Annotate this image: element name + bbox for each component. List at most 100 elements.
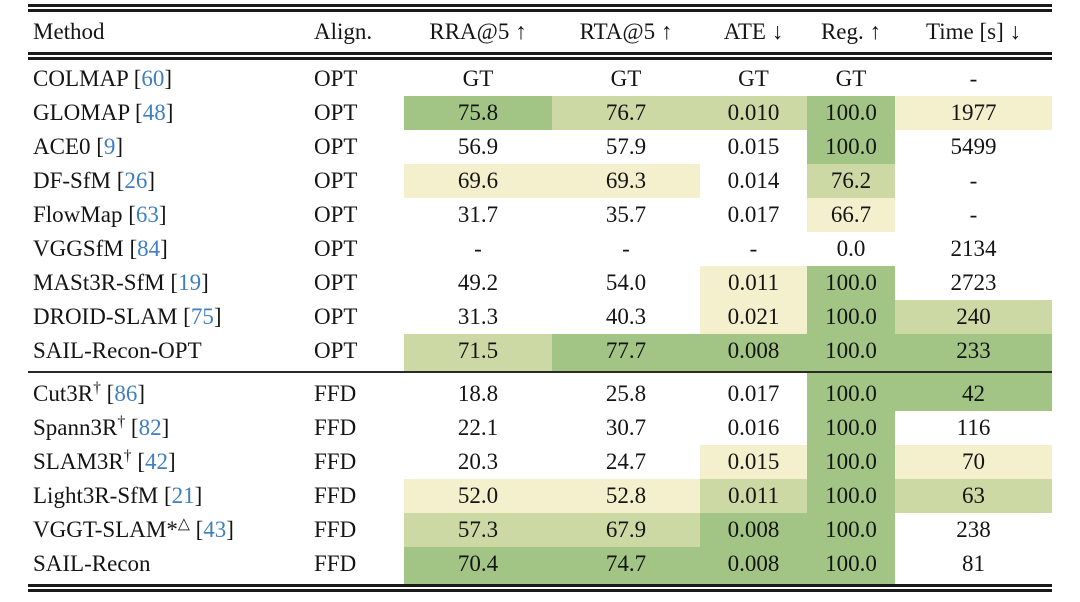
table-row: Cut3R† [86] FFD 18.8 25.8 0.017 100.0 42 <box>28 373 1052 411</box>
citation-link[interactable]: 26 <box>124 168 148 193</box>
citation-link[interactable]: 60 <box>141 66 165 91</box>
method-cell: VGGSfM [84] <box>33 236 168 261</box>
method-cell: SAIL-Recon-OPT <box>28 334 300 373</box>
align-cell: OPT <box>314 66 358 91</box>
value-cell-reg: 100.0 <box>807 411 895 445</box>
citation-link[interactable]: 86 <box>114 381 138 406</box>
align-cell: OPT <box>314 304 358 329</box>
value-cell-rra5: 56.9 <box>457 134 499 159</box>
table-row: SAIL-Recon-OPT OPT 71.5 77.7 0.008 100.0 233 <box>28 334 1052 373</box>
table-row: COLMAP [60] OPT GT GT GT GT - <box>28 60 1052 96</box>
method-name: COLMAP <box>33 66 128 91</box>
table-row: SLAM3R† [42] FFD 20.3 24.7 0.015 100.0 70 <box>28 445 1052 479</box>
method-name: SLAM3R <box>33 449 124 474</box>
method-cell: Light3R-SfM [21] <box>33 483 203 508</box>
value-cell-reg: 100.0 <box>807 266 895 300</box>
col-header-align: Align. <box>300 12 404 60</box>
citation-link[interactable]: 42 <box>144 449 168 474</box>
value-cell-time: 1977 <box>895 96 1052 130</box>
table-row: DF-SfM [26] OPT 69.6 69.3 0.014 76.2 - <box>28 164 1052 198</box>
value-cell-time: 240 <box>895 300 1052 334</box>
value-cell-rta5: 35.7 <box>605 202 647 227</box>
value-cell-rta5: 40.3 <box>605 304 647 329</box>
section-opt: COLMAP [60] OPT GT GT GT GT - GLOMAP [48] OPT 75.… <box>28 60 1052 373</box>
method-cell: MASt3R-SfM [19] <box>33 270 209 295</box>
value-cell-time: 238 <box>956 517 991 542</box>
value-cell-rra5: 22.1 <box>457 415 499 440</box>
align-cell: OPT <box>314 236 358 261</box>
align-cell: FFD <box>314 551 357 576</box>
value-cell-reg: 100.0 <box>807 445 895 479</box>
citation-link[interactable]: 84 <box>137 236 161 261</box>
citation-link[interactable]: 21 <box>171 483 195 508</box>
col-header-time: Time [s] ↓ <box>895 12 1052 60</box>
method-name: Spann3R <box>33 415 118 440</box>
method-superscript: † <box>123 447 132 465</box>
value-cell-reg: 100.0 <box>807 479 895 513</box>
value-cell-rra5: 31.3 <box>457 304 499 329</box>
value-cell-ate: 0.008 <box>700 334 807 373</box>
align-cell: OPT <box>314 168 358 193</box>
citation-link[interactable]: 63 <box>135 202 159 227</box>
table-row: VGGSfM [84] OPT - - - 0.0 2134 <box>28 232 1052 266</box>
method-name: DROID-SLAM <box>33 304 178 329</box>
value-cell-rta5: 76.7 <box>552 96 700 130</box>
method-name: Cut3R <box>33 381 94 406</box>
value-cell-rra5: 75.8 <box>404 96 552 130</box>
value-cell-rta5: 25.8 <box>605 381 647 406</box>
value-cell-ate: - <box>749 236 758 261</box>
method-cell: Cut3R† [86] <box>33 379 145 406</box>
value-cell-reg: 100.0 <box>807 334 895 373</box>
col-header-reg: Reg. ↑ <box>807 12 895 60</box>
value-cell-ate: 0.016 <box>727 415 780 440</box>
value-cell-reg: 66.7 <box>807 198 895 232</box>
align-cell: FFD <box>314 415 357 440</box>
value-cell-rta5: 67.9 <box>552 513 700 547</box>
value-cell-time: - <box>969 202 978 227</box>
table-header: Method Align. RRA@5 ↑ RTA@5 ↑ ATE ↓ Reg. ↑ Tim… <box>28 12 1052 60</box>
align-cell: OPT <box>300 334 404 373</box>
table-row: VGGT-SLAM*△ [43] FFD 57.3 67.9 0.008 100.0 238 <box>28 513 1052 547</box>
value-cell-rta5: 77.7 <box>552 334 700 373</box>
value-cell-ate: 0.011 <box>700 266 807 300</box>
value-cell-rra5: 69.6 <box>404 164 552 198</box>
method-name: VGGT-SLAM* <box>33 517 178 542</box>
table-row: FlowMap [63] OPT 31.7 35.7 0.017 66.7 - <box>28 198 1052 232</box>
method-name: SAIL-Recon-OPT <box>33 338 202 363</box>
method-name: DF-SfM <box>33 168 111 193</box>
value-cell-ate: 0.017 <box>727 202 780 227</box>
citation-link[interactable]: 9 <box>103 134 116 159</box>
table-row: MASt3R-SfM [19] OPT 49.2 54.0 0.011 100.0 2723 <box>28 266 1052 300</box>
value-cell-time: 116 <box>956 415 991 440</box>
value-cell-ate: 0.017 <box>727 381 780 406</box>
value-cell-time: 5499 <box>950 134 997 159</box>
value-cell-reg: 100.0 <box>807 547 895 584</box>
method-cell: ACE0 [9] <box>33 134 124 159</box>
method-cell: COLMAP [60] <box>33 66 173 91</box>
value-cell-rta5: 54.0 <box>605 270 647 295</box>
value-cell-reg: 0.0 <box>836 236 866 261</box>
value-cell-time: 70 <box>895 445 1052 479</box>
align-cell: FFD <box>314 483 357 508</box>
citation-link[interactable]: 75 <box>190 304 214 329</box>
method-name: ACE0 <box>33 134 91 159</box>
citation-link[interactable]: 48 <box>142 100 166 125</box>
value-cell-rta5: - <box>622 236 630 261</box>
value-cell-reg: 100.0 <box>807 130 895 164</box>
value-cell-time: 2723 <box>950 270 997 295</box>
method-name: GLOMAP <box>33 100 130 125</box>
results-table: Method Align. RRA@5 ↑ RTA@5 ↑ ATE ↓ Reg. ↑ Tim… <box>28 4 1052 592</box>
value-cell-time: 2134 <box>950 236 997 261</box>
method-superscript: † <box>93 379 101 397</box>
citation-link[interactable]: 19 <box>178 270 202 295</box>
value-cell-rra5: 18.8 <box>457 381 499 406</box>
table-row: DROID-SLAM [75] OPT 31.3 40.3 0.021 100.0 240 <box>28 300 1052 334</box>
value-cell-rra5: 20.3 <box>457 449 499 474</box>
citation-link[interactable]: 43 <box>203 517 227 542</box>
method-name: VGGSfM <box>33 236 124 261</box>
citation-link[interactable]: 82 <box>138 415 162 440</box>
value-cell-rra5: 31.7 <box>457 202 499 227</box>
value-cell-ate: 0.008 <box>700 547 807 584</box>
align-cell: FFD <box>314 449 357 474</box>
col-header-rta5: RTA@5 ↑ <box>552 12 700 60</box>
